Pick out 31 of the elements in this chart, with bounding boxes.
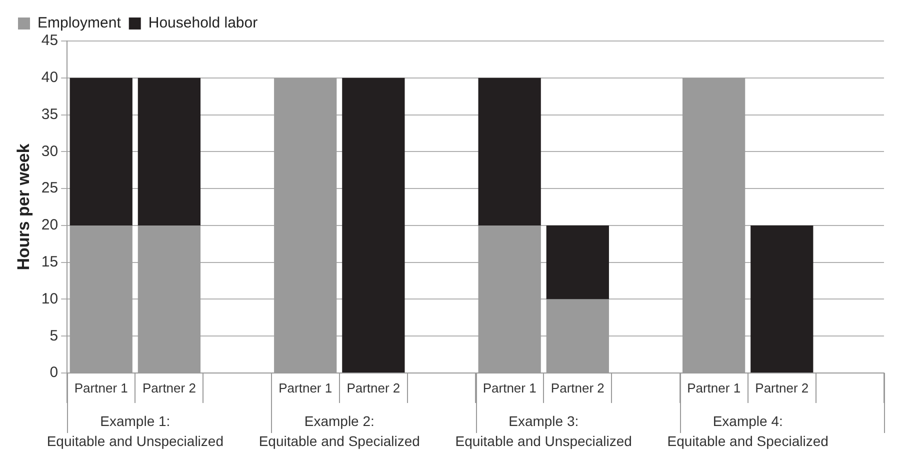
y-tick-label: 5 bbox=[50, 327, 58, 344]
y-tick-label: 25 bbox=[41, 180, 58, 197]
bar bbox=[138, 78, 201, 226]
x-tick-label: Partner 1 bbox=[687, 380, 741, 396]
bar bbox=[342, 78, 405, 372]
x-tick-label: Partner 1 bbox=[278, 380, 332, 396]
y-tick-label: 45 bbox=[41, 32, 58, 50]
x-tick-label: Partner 2 bbox=[142, 380, 196, 396]
y-tick-label: 20 bbox=[41, 216, 58, 234]
y-axis-title: Hours per week bbox=[14, 143, 33, 270]
legend-label: Household labor bbox=[148, 14, 258, 32]
x-tick-label: Partner 2 bbox=[346, 380, 400, 396]
legend-label: Employment bbox=[38, 14, 122, 32]
text: Example 2: Equitable and Specialized bbox=[258, 412, 420, 449]
bar bbox=[546, 225, 609, 300]
x-tick-label: Partner 2 bbox=[550, 380, 604, 396]
y-tick-label: 40 bbox=[41, 69, 58, 86]
y-tick-label: 30 bbox=[41, 142, 58, 160]
x-tick-label: Partner 1 bbox=[74, 380, 128, 396]
bar bbox=[70, 78, 132, 226]
y-tick-label: 15 bbox=[41, 253, 58, 270]
bar bbox=[478, 78, 541, 226]
text: Example 1: Equitable and Unspecialized bbox=[46, 412, 224, 449]
y-tick-label: 0 bbox=[50, 364, 58, 382]
y-tick-label: 35 bbox=[41, 106, 58, 123]
x-tick-label: Partner 1 bbox=[482, 380, 536, 396]
x-tick-label: Partner 2 bbox=[755, 380, 809, 396]
y-tick-label: 10 bbox=[41, 290, 58, 308]
bar bbox=[750, 225, 814, 372]
text: Example 3: Equitable and Unspecialized bbox=[455, 412, 632, 449]
text: Example 4: Equitable and Specialized bbox=[667, 412, 828, 449]
